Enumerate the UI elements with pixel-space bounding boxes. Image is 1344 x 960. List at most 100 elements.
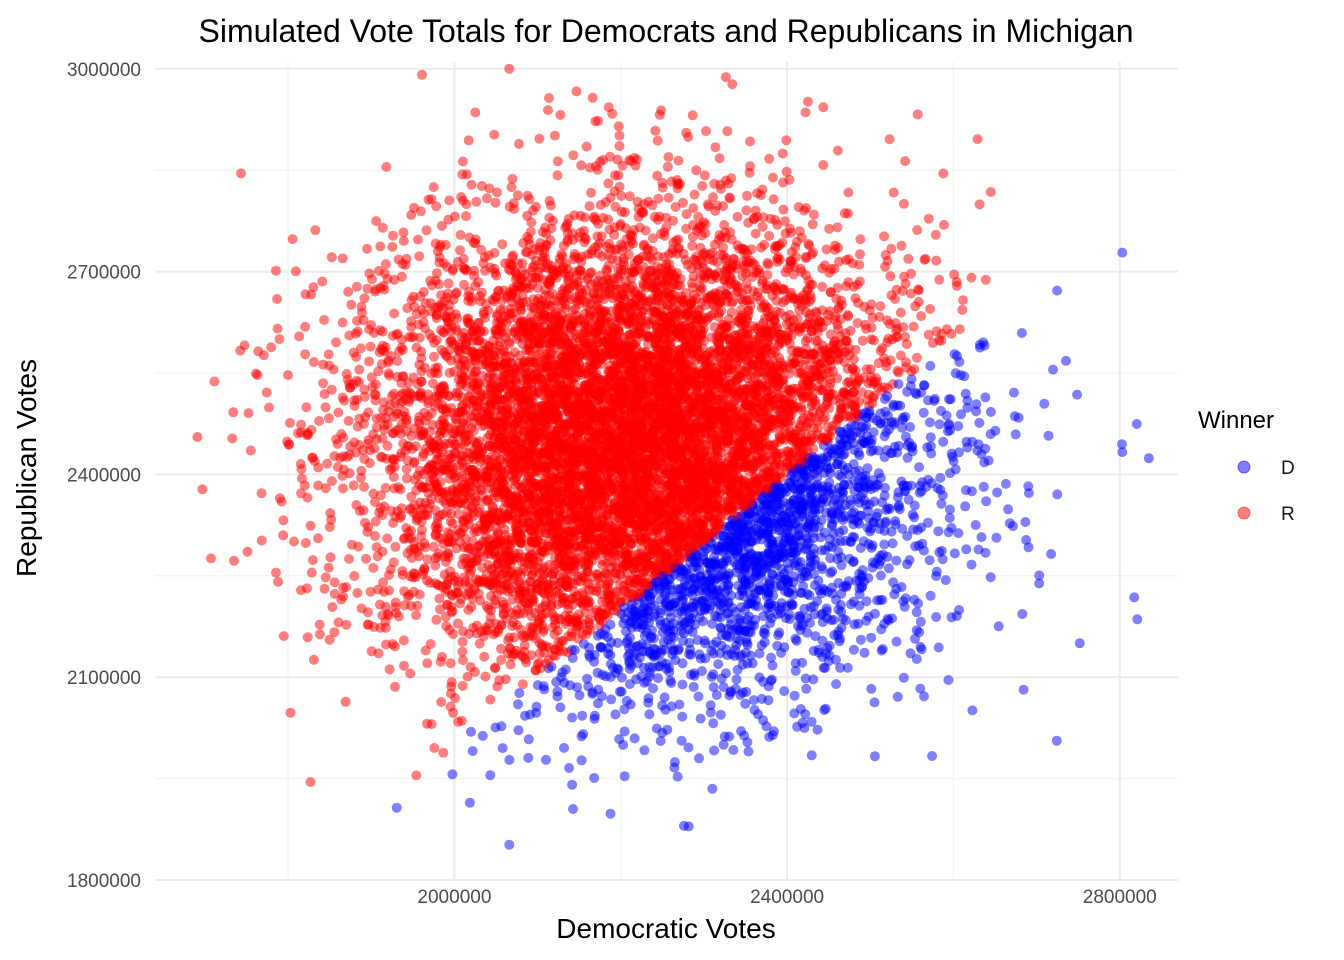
- data-point-r: [614, 130, 625, 141]
- data-point-r: [587, 92, 598, 103]
- data-point-r: [359, 391, 370, 402]
- data-point-r: [272, 294, 283, 304]
- data-point-d: [577, 710, 588, 721]
- data-point-r: [300, 349, 311, 360]
- data-point-d: [625, 699, 636, 710]
- data-point-r: [903, 253, 914, 264]
- data-point-d: [1003, 504, 1014, 515]
- data-point-r: [485, 694, 496, 705]
- data-point-r: [885, 271, 896, 282]
- data-point-r: [898, 198, 909, 209]
- points-layer: [192, 63, 1154, 850]
- data-point-r: [780, 216, 790, 227]
- data-point-r: [441, 621, 452, 632]
- data-point-r: [552, 156, 563, 167]
- data-point-r: [905, 288, 916, 299]
- data-point-r: [463, 135, 474, 146]
- data-point-r: [653, 193, 664, 204]
- data-point-r: [359, 384, 370, 395]
- data-point-r: [603, 178, 614, 189]
- data-point-r: [459, 279, 470, 290]
- data-point-r: [323, 562, 334, 573]
- data-point-r: [371, 413, 382, 424]
- data-point-d: [825, 568, 836, 578]
- data-point-r: [206, 553, 216, 564]
- data-point-r: [399, 660, 409, 671]
- data-point-d: [790, 633, 801, 644]
- data-point-r: [320, 402, 331, 413]
- data-point-r: [764, 153, 775, 164]
- data-point-r: [236, 168, 246, 179]
- data-point-r: [491, 270, 502, 281]
- data-point-r: [388, 230, 398, 241]
- data-point-r: [832, 145, 843, 156]
- data-point-r: [448, 629, 459, 640]
- data-point-d: [616, 686, 627, 697]
- data-point-d: [619, 771, 630, 782]
- data-point-r: [448, 707, 459, 718]
- data-point-d: [629, 733, 640, 744]
- data-point-d: [759, 637, 770, 648]
- data-point-d: [1043, 430, 1054, 441]
- data-point-d: [514, 688, 525, 699]
- data-point-r: [261, 387, 272, 398]
- data-point-d: [1051, 735, 1062, 746]
- data-point-r: [242, 546, 253, 557]
- data-point-r: [657, 177, 668, 188]
- data-point-d: [605, 808, 616, 819]
- data-point-r: [800, 107, 811, 118]
- data-point-r: [352, 588, 363, 598]
- data-point-d: [980, 392, 991, 403]
- data-point-r: [348, 480, 359, 491]
- data-point-d: [1010, 429, 1021, 440]
- data-point-d: [943, 675, 954, 685]
- data-point-r: [314, 619, 325, 630]
- data-point-r: [483, 560, 494, 570]
- data-point-d: [810, 631, 821, 642]
- data-point-r: [497, 239, 508, 250]
- data-point-r: [322, 458, 333, 469]
- data-point-r: [879, 231, 890, 242]
- data-point-r: [324, 413, 334, 424]
- data-point-r: [732, 211, 743, 222]
- data-point-d: [971, 399, 982, 410]
- data-point-d: [1020, 517, 1031, 527]
- data-point-r: [908, 321, 919, 332]
- data-point-d: [1039, 398, 1050, 409]
- data-point-r: [354, 506, 365, 516]
- data-point-r: [777, 148, 788, 159]
- data-point-r: [568, 150, 579, 161]
- data-point-d: [915, 683, 926, 694]
- data-point-r: [398, 236, 409, 246]
- data-point-r: [624, 191, 635, 202]
- data-point-r: [326, 514, 337, 525]
- data-point-r: [270, 265, 281, 276]
- data-point-r: [253, 346, 264, 357]
- data-point-d: [854, 450, 865, 461]
- data-point-r: [797, 368, 808, 379]
- data-point-d: [643, 693, 654, 704]
- data-point-r: [378, 397, 389, 408]
- data-point-r: [289, 536, 299, 547]
- data-point-r: [781, 135, 792, 146]
- data-point-r: [680, 255, 691, 265]
- data-point-r: [192, 432, 203, 442]
- data-point-r: [411, 770, 422, 781]
- data-point-r: [444, 195, 455, 206]
- data-point-r: [745, 136, 755, 147]
- data-point-r: [346, 299, 357, 310]
- data-point-d: [700, 638, 711, 649]
- data-point-d: [925, 360, 936, 371]
- data-point-r: [939, 219, 949, 230]
- data-point-d: [797, 657, 808, 668]
- data-point-d: [708, 682, 719, 693]
- data-point-r: [337, 253, 348, 264]
- data-point-d: [793, 524, 804, 535]
- data-point-d: [861, 596, 872, 607]
- data-point-d: [926, 448, 937, 459]
- data-point-d: [709, 745, 720, 756]
- data-point-r: [310, 225, 321, 236]
- data-point-d: [978, 481, 989, 492]
